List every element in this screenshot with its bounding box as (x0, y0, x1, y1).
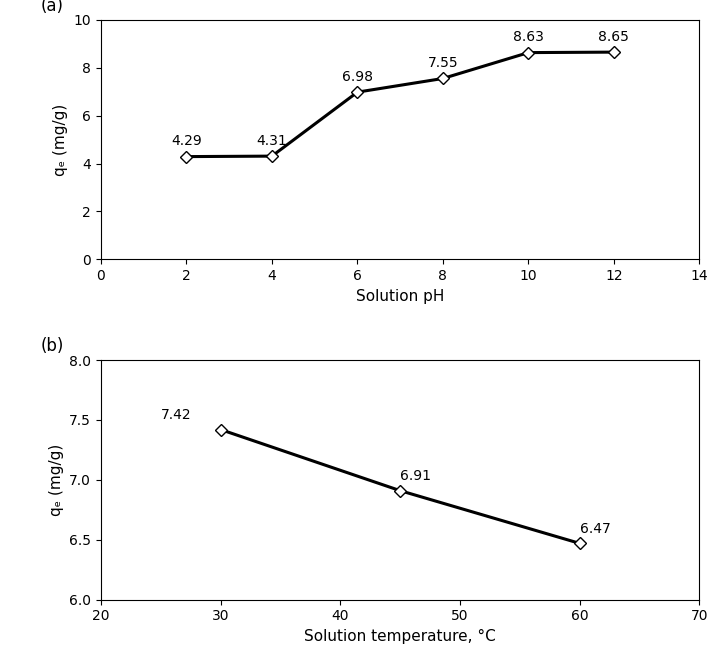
Text: 7.42: 7.42 (161, 409, 191, 422)
Y-axis label: qₑ (mg/g): qₑ (mg/g) (48, 444, 63, 516)
Text: 4.31: 4.31 (257, 134, 287, 148)
Text: 8.63: 8.63 (513, 30, 544, 44)
Text: (a): (a) (41, 0, 64, 15)
Text: 6.47: 6.47 (580, 522, 611, 536)
Text: 8.65: 8.65 (598, 30, 629, 43)
Text: 7.55: 7.55 (428, 56, 459, 70)
X-axis label: Solution pH: Solution pH (356, 289, 444, 304)
Y-axis label: qₑ (mg/g): qₑ (mg/g) (53, 103, 68, 176)
Text: 4.29: 4.29 (171, 134, 202, 148)
Text: 6.98: 6.98 (342, 70, 373, 84)
X-axis label: Solution temperature, °C: Solution temperature, °C (304, 629, 496, 644)
Text: 6.91: 6.91 (400, 469, 431, 484)
Text: (b): (b) (41, 337, 64, 355)
